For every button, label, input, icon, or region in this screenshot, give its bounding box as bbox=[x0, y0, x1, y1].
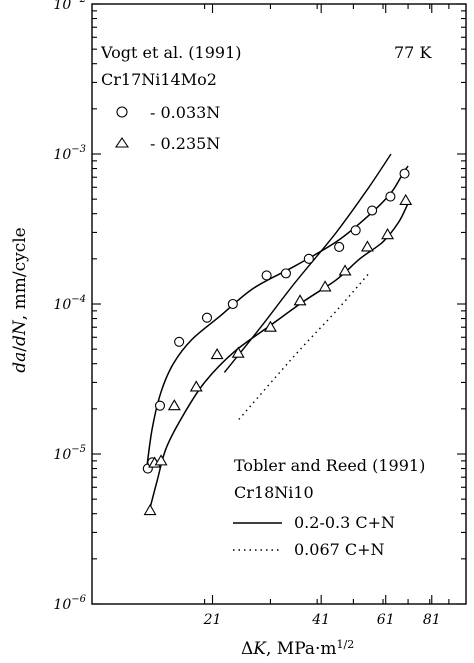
x-axis-ticks: 21 41 61 81 bbox=[203, 4, 450, 628]
annotation-source-bottom: Tobler and Reed (1991) bbox=[234, 456, 425, 475]
data-point-circle bbox=[227, 298, 238, 310]
data-point-triangle bbox=[210, 347, 224, 360]
data-point-triangle bbox=[360, 240, 374, 252]
y-tick-label: 10−5 bbox=[53, 444, 86, 463]
data-point-circle bbox=[261, 270, 272, 281]
x-tick-label: 81 bbox=[423, 612, 441, 628]
annotation-material-top: Cr17Ni14Mo2 bbox=[101, 70, 217, 89]
legend-circle-marker bbox=[116, 106, 128, 118]
y-tick-label: 10−4 bbox=[53, 294, 86, 313]
legend-label-0235n: - 0.235N bbox=[150, 134, 220, 153]
data-point-triangle bbox=[167, 399, 181, 411]
trend-line-dotted bbox=[238, 272, 370, 420]
data-point-circle bbox=[280, 268, 291, 279]
data-point-triangle bbox=[189, 380, 203, 392]
trend-line-solid bbox=[223, 153, 392, 373]
data-point-triangle bbox=[293, 294, 307, 306]
data-point-triangle bbox=[154, 454, 168, 466]
data-point-triangle bbox=[381, 228, 395, 240]
x-axis-label: ΔK, MPa·m1/2 bbox=[241, 638, 354, 659]
data-point-circle bbox=[334, 241, 345, 253]
annotation-temperature: 77 K bbox=[394, 43, 432, 62]
data-point-triangle bbox=[231, 346, 245, 358]
data-point-circle bbox=[174, 336, 185, 347]
x-tick-label: 41 bbox=[311, 612, 330, 628]
data-markers bbox=[142, 168, 413, 516]
data-point-triangle bbox=[338, 264, 352, 276]
data-point-triangle bbox=[143, 503, 157, 516]
data-point-circle bbox=[350, 225, 361, 236]
legend-triangle-marker bbox=[114, 137, 130, 148]
annotation-material-bottom: Cr18Ni10 bbox=[234, 483, 314, 502]
y-axis-ticks: 10−6 10−5 10−4 10−3 10−2 bbox=[53, 0, 466, 613]
legend-label-dotted: 0.067 C+N bbox=[294, 540, 385, 559]
data-point-circle bbox=[385, 191, 396, 202]
x-tick-label: 61 bbox=[377, 612, 395, 628]
data-point-triangle bbox=[318, 280, 332, 292]
data-point-circle bbox=[154, 400, 166, 411]
x-tick-label: 21 bbox=[203, 612, 222, 628]
data-point-triangle bbox=[399, 193, 413, 206]
annotation-source-top: Vogt et al. (1991) bbox=[100, 43, 242, 62]
data-point-circle bbox=[303, 253, 314, 264]
data-point-triangle bbox=[263, 320, 277, 332]
data-point-circle bbox=[367, 205, 378, 216]
data-point-circle bbox=[399, 168, 410, 179]
data-point-circle bbox=[201, 312, 213, 323]
y-axis-label: da/dN, mm/cycle bbox=[10, 227, 30, 372]
legend-label-solid: 0.2-0.3 C+N bbox=[294, 513, 395, 532]
y-tick-label: 10−2 bbox=[53, 0, 86, 13]
y-tick-label: 10−3 bbox=[53, 144, 86, 163]
legend-label-0033n: - 0.033N bbox=[150, 103, 220, 122]
y-tick-label: 10−6 bbox=[53, 594, 86, 613]
